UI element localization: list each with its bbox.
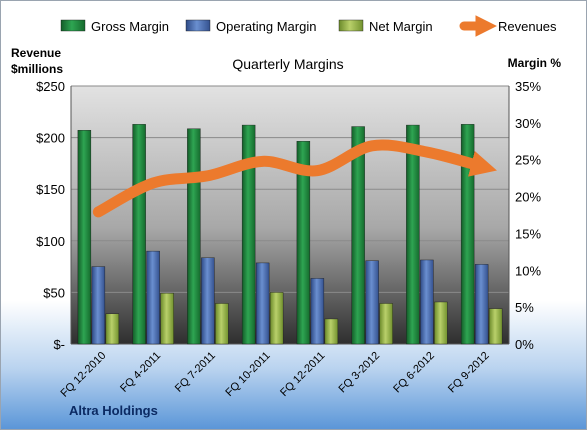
legend-swatch-operating-margin xyxy=(185,19,211,32)
x-tick-label: FQ 12-2010 xyxy=(59,350,109,400)
bar-net-margin xyxy=(215,303,229,345)
left-axis: $- $50 $100 $150 $200 $250 xyxy=(36,79,65,352)
x-tick-label: FQ 4-2011 xyxy=(118,350,163,395)
bar-net-margin xyxy=(488,308,503,345)
bar-net-margin xyxy=(324,318,339,345)
right-tick-label: 35% xyxy=(515,79,541,94)
right-tick-label: 10% xyxy=(515,263,541,278)
legend-label: Operating Margin xyxy=(216,19,316,34)
bar-net-margin xyxy=(269,292,284,345)
bar-operating-margin xyxy=(201,257,215,345)
bar-net-margin xyxy=(434,301,448,345)
bar-gross-margin xyxy=(132,124,146,345)
bar-operating-margin xyxy=(91,266,106,345)
bar-gross-margin xyxy=(296,141,311,345)
left-axis-label-line1: Revenue xyxy=(11,46,61,60)
left-tick-label: $100 xyxy=(36,234,65,249)
x-tick-label: FQ 6-2012 xyxy=(391,350,437,396)
legend: Gross Margin Operating Margin Net Margin Re… xyxy=(60,15,557,37)
revenue-line xyxy=(92,139,497,218)
bar-operating-margin xyxy=(365,260,379,345)
left-tick-label: $150 xyxy=(36,182,65,197)
bar-net-margin xyxy=(105,313,120,345)
left-axis-label-line2: $millions xyxy=(11,62,63,76)
x-axis: FQ 12-2010 FQ 4-2011 FQ 7-2011 FQ 10-2011 FQ… xyxy=(59,350,492,400)
right-tick-label: 0% xyxy=(515,337,534,352)
left-tick-label: $250 xyxy=(36,79,65,94)
right-tick-label: 25% xyxy=(515,153,541,168)
bar-operating-margin xyxy=(146,250,160,345)
bar-operating-margin xyxy=(255,262,270,345)
bar-net-margin xyxy=(160,292,174,345)
x-tick-label: FQ 9-2012 xyxy=(446,350,492,396)
right-tick-label: 30% xyxy=(515,116,541,131)
right-axis: 0% 5% 10% 15% 20% 25% 30% 35% xyxy=(515,79,541,352)
bar-net-margin xyxy=(379,303,393,345)
left-tick-label: $- xyxy=(53,337,65,352)
right-tick-label: 5% xyxy=(515,300,534,315)
bar-gross-margin xyxy=(187,128,201,345)
legend-label: Net Margin xyxy=(369,19,433,34)
legend-label: Gross Margin xyxy=(91,19,169,34)
right-tick-label: 20% xyxy=(515,190,541,205)
bar-operating-margin xyxy=(420,259,434,345)
legend-label: Revenues xyxy=(498,19,557,34)
bar-gross-margin xyxy=(351,126,365,345)
right-tick-label: 15% xyxy=(515,226,541,241)
left-tick-label: $200 xyxy=(36,131,65,146)
legend-swatch-net-margin xyxy=(338,19,364,32)
revenue-series-line xyxy=(92,139,497,218)
company-name: Altra Holdings xyxy=(69,403,158,418)
x-tick-label: FQ 3-2012 xyxy=(337,350,383,396)
bar-gross-margin xyxy=(77,130,92,345)
chart-title: Quarterly Margins xyxy=(232,56,343,72)
x-tick-label: FQ 10-2011 xyxy=(223,350,272,399)
bar-operating-margin xyxy=(474,264,489,345)
x-tick-label: FQ 7-2011 xyxy=(173,350,218,395)
legend-swatch-gross-margin xyxy=(60,19,86,32)
bar-operating-margin xyxy=(310,278,325,345)
x-tick-label: FQ 12-2011 xyxy=(278,350,327,399)
bar-gross-margin xyxy=(241,124,256,345)
left-tick-label: $50 xyxy=(43,285,65,300)
bar-gross-margin xyxy=(460,124,475,345)
bar-gross-margin xyxy=(406,124,420,345)
right-axis-label: Margin % xyxy=(508,56,562,70)
